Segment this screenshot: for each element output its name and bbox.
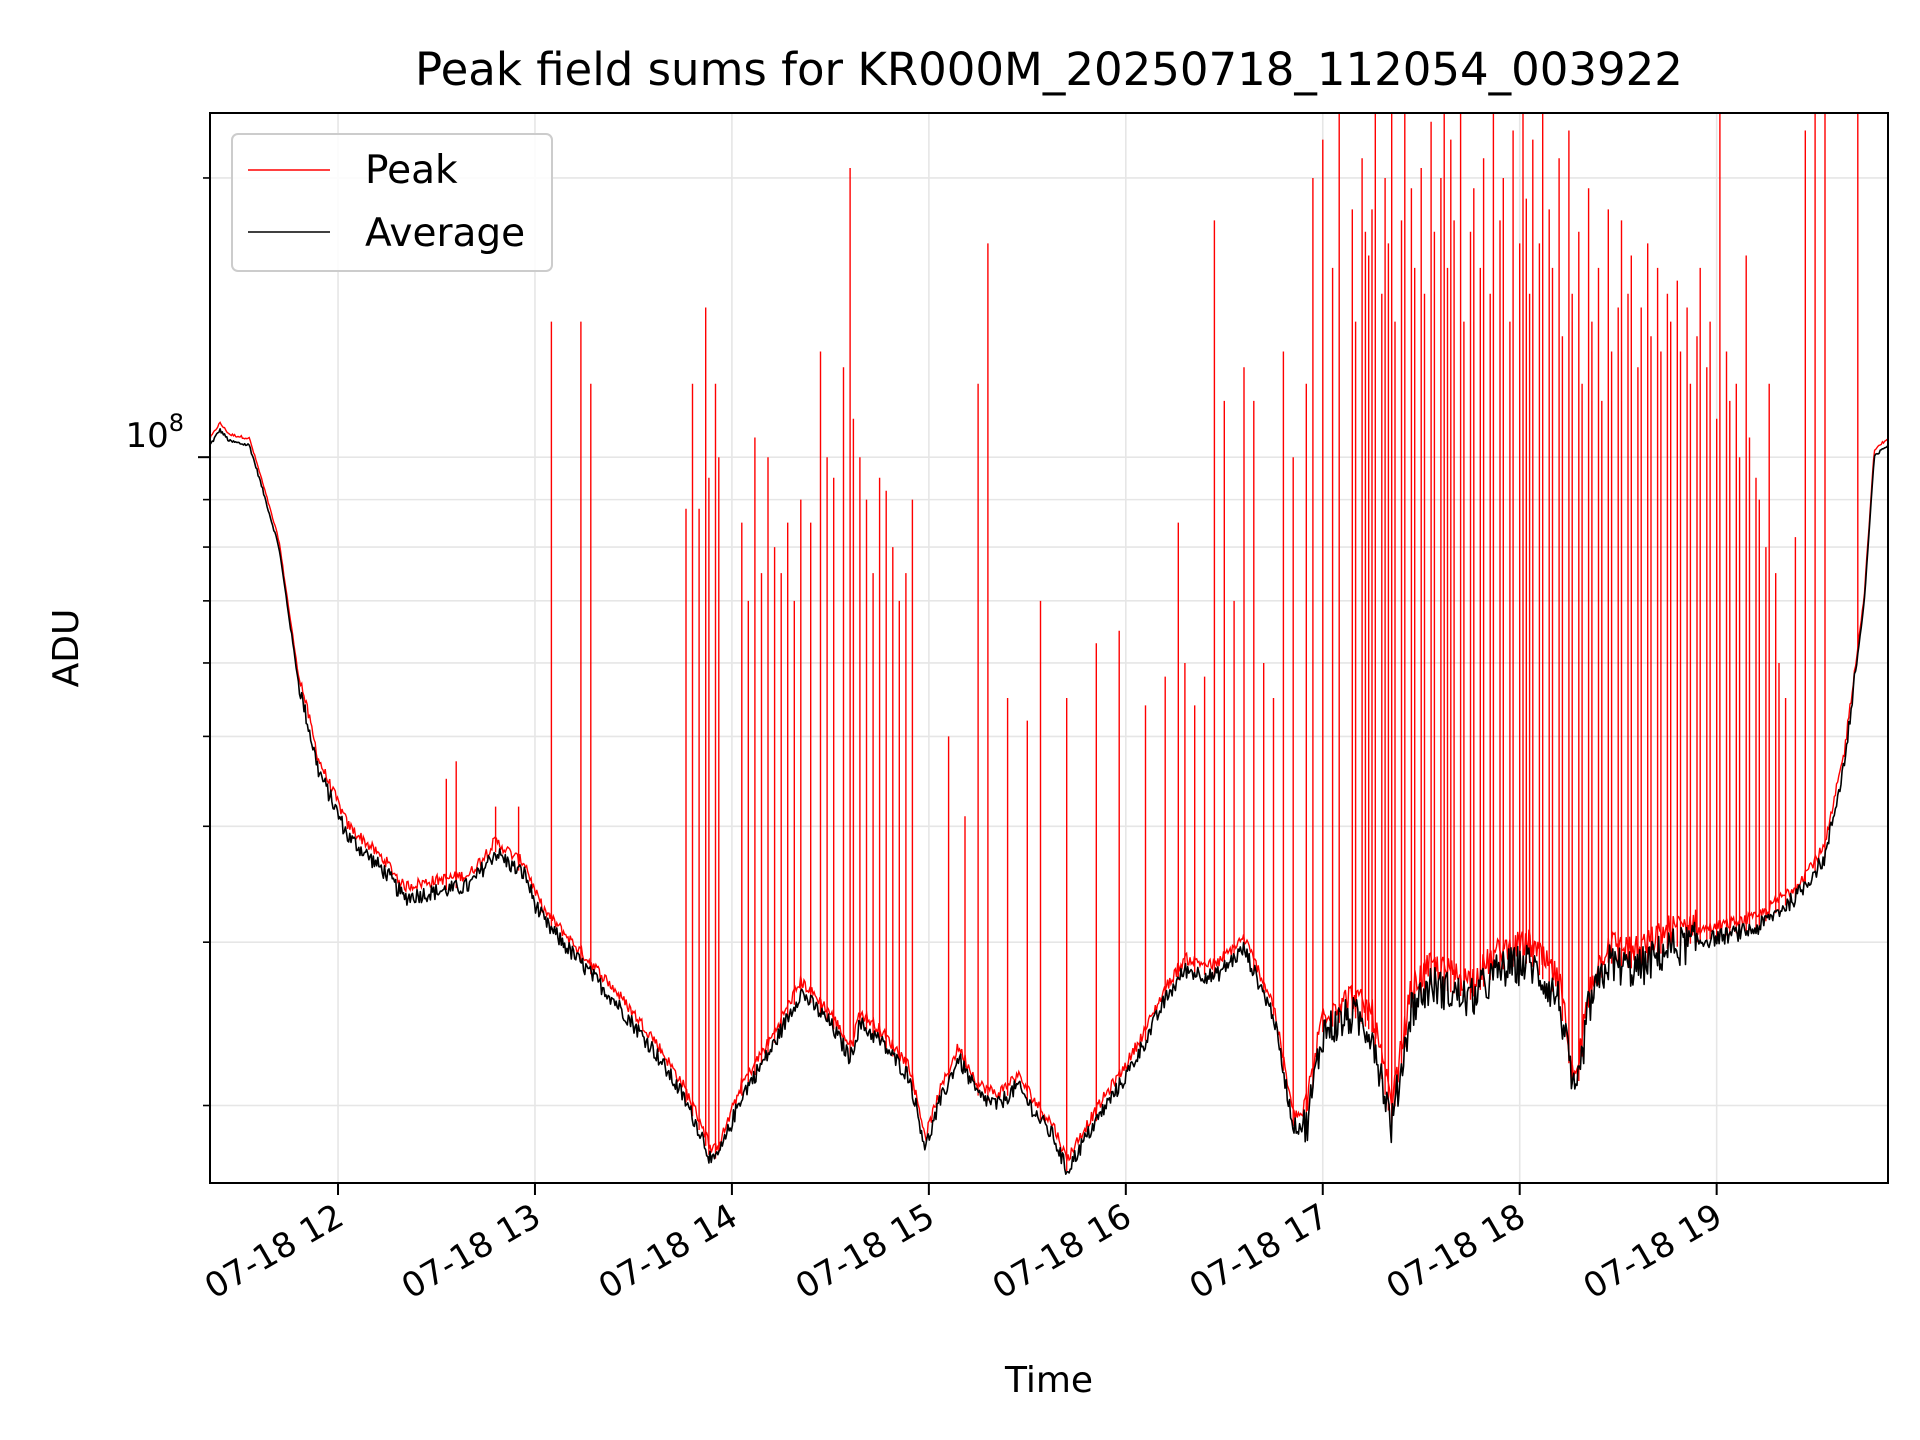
grid	[210, 113, 1888, 1183]
y-axis-label: ADU	[46, 609, 87, 688]
legend: Peak Average	[231, 133, 553, 272]
x-tick-label: 07-18 14	[592, 1196, 744, 1307]
y-axis: 108	[125, 177, 210, 1107]
legend-peak-label: Peak	[365, 148, 458, 193]
x-tick-label: 07-18 18	[1380, 1196, 1532, 1307]
series-average	[210, 427, 1888, 1175]
x-tick-label: 07-18 13	[395, 1196, 547, 1307]
plot-area	[209, 112, 1889, 1184]
legend-average-label: Average	[365, 211, 525, 256]
chart-title: Peak field sums for KR000M_20250718_1120…	[415, 43, 1683, 96]
x-axis-label: Time	[1004, 1360, 1093, 1401]
series-peak	[210, 113, 1888, 1171]
x-tick-label: 07-18 12	[198, 1196, 350, 1307]
peak-baseline	[210, 421, 1888, 1162]
legend-box	[231, 133, 553, 272]
x-tick-label: 07-18 19	[1577, 1196, 1729, 1307]
x-tick-label: 07-18 15	[789, 1196, 941, 1307]
x-tick-label: 07-18 17	[1183, 1196, 1335, 1307]
x-tick-label: 07-18 16	[986, 1196, 1138, 1307]
y-tick-label: 108	[125, 409, 184, 456]
x-axis: 07-18 12 07-18 13 07-18 14 07-18 15 07-18 16…	[198, 1183, 1729, 1307]
